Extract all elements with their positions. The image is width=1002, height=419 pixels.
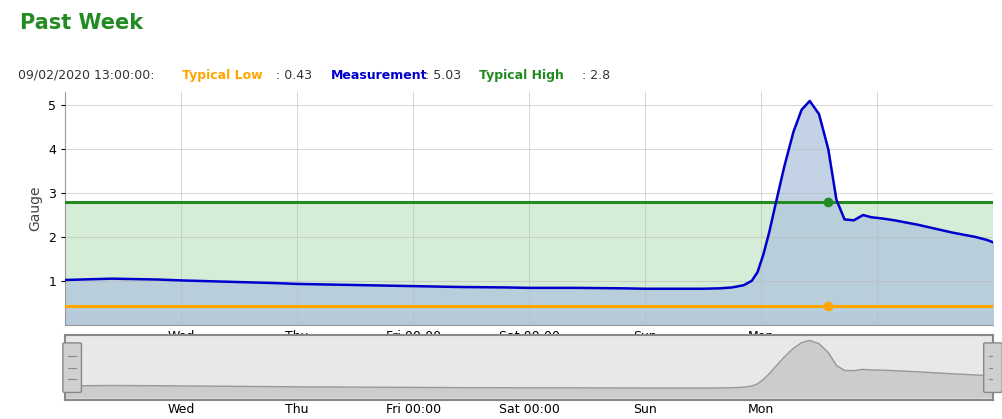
Text: : 2.8: : 2.8 bbox=[581, 69, 609, 82]
Bar bbox=[65, 313, 992, 325]
Text: Typical Low: Typical Low bbox=[182, 69, 263, 82]
FancyBboxPatch shape bbox=[63, 343, 81, 393]
Bar bbox=[65, 202, 992, 325]
FancyBboxPatch shape bbox=[983, 343, 1001, 393]
Y-axis label: Gauge: Gauge bbox=[29, 186, 42, 231]
Text: Past Week: Past Week bbox=[20, 13, 143, 33]
Text: Measurement: Measurement bbox=[331, 69, 427, 82]
Text: : 5.03: : 5.03 bbox=[424, 69, 464, 82]
Text: Typical High: Typical High bbox=[479, 69, 564, 82]
Text: : 0.43: : 0.43 bbox=[276, 69, 316, 82]
Text: 09/02/2020 13:00:00:: 09/02/2020 13:00:00: bbox=[18, 69, 158, 82]
